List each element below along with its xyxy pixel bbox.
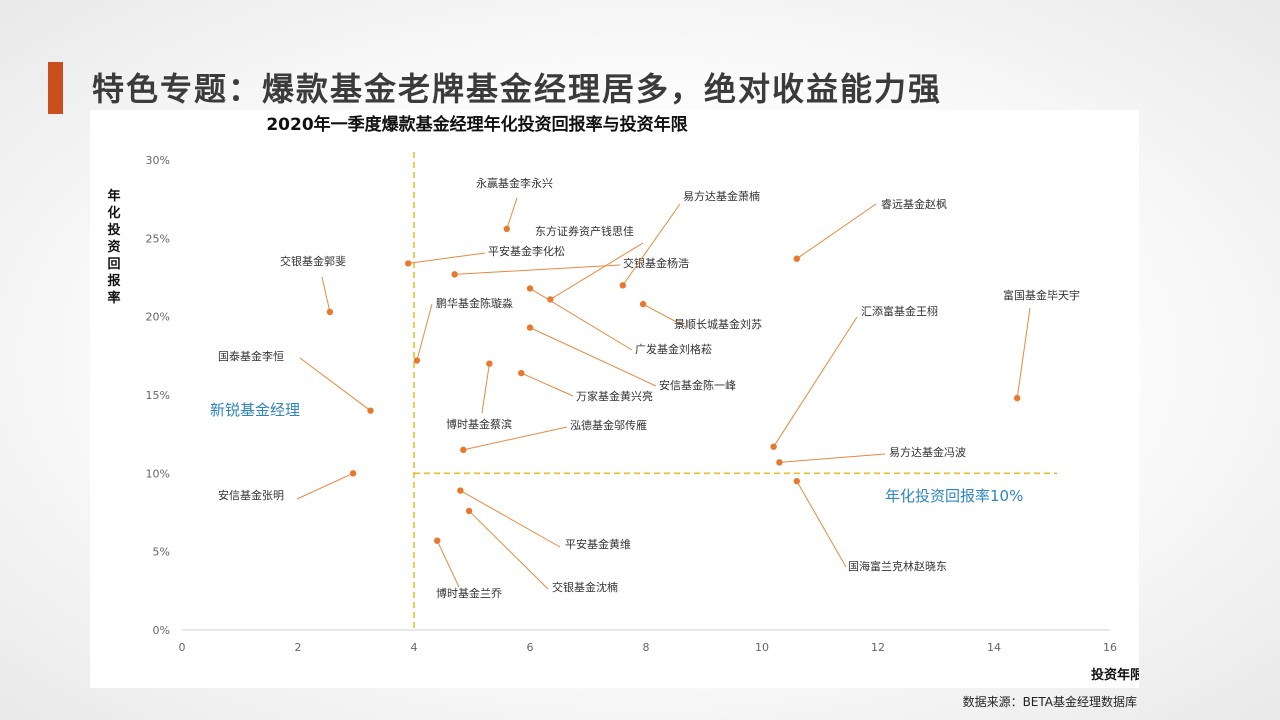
point-leader-line [463,426,568,451]
title-accent-bar [48,62,63,114]
x-tick-label: 14 [987,641,1001,654]
source-note: 数据来源：BETA基金经理数据库 [962,695,1137,709]
chart-title: 2020年一季度爆款基金经理年化投资回报率与投资年限 [266,114,687,135]
x-axis-title: 投资年限 [1091,667,1139,683]
data-point [405,260,412,267]
x-tick-label: 8 [643,641,650,654]
y-axis-title: 年化投资回报率 [107,188,121,306]
point-label: 国海富兰克林赵晓东 [848,559,947,573]
point-leader-line [296,472,354,500]
point-leader-line [779,453,886,463]
point-leader-line [796,480,847,568]
point-label: 广发基金刘格菘 [635,342,712,356]
y-tick-label: 30% [146,154,170,167]
y-tick-label: 25% [146,232,170,245]
point-leader-line [796,203,877,260]
x-tick-label: 6 [527,641,534,654]
point-label: 易方达基金冯波 [889,445,966,459]
data-point [457,487,464,494]
point-leader-line [454,264,621,275]
x-tick-label: 2 [295,641,302,654]
point-label: 汇添富基金王栩 [861,304,938,318]
point-leader-line [299,357,371,412]
point-label: 睿远基金赵枫 [881,197,947,211]
data-point [776,459,783,466]
point-leader-line [436,540,460,588]
data-point [349,470,357,477]
data-point [1014,394,1021,402]
data-point [460,446,467,454]
slide-title: 特色专题：爆款基金老牌基金经理居多，绝对收益能力强 [92,70,943,108]
point-label: 易方达基金萧楠 [683,189,760,203]
data-point [326,308,334,316]
point-leader-line [416,303,433,361]
data-point [793,477,800,485]
scatter-chart: 2020年一季度爆款基金经理年化投资回报率与投资年限 0 2 4 6 8 10 12 14 16 0… [107,114,1139,683]
data-point [547,296,554,303]
data-point [465,507,473,515]
data-point [451,271,458,278]
data-point [526,324,534,331]
y-tick-label: 20% [146,311,170,324]
point-leader-line [460,490,561,548]
data-point [434,537,441,544]
point-leader-line [408,252,486,264]
point-label: 东方证券资产钱思佳 [535,224,634,238]
point-label: 平安基金李化松 [488,244,565,258]
x-tick-label: 0 [179,641,186,654]
point-leader-line [1016,307,1031,399]
y-tick-label: 10% [146,467,170,480]
y-tick-label: 5% [153,546,170,559]
point-label: 景顺长城基金刘苏 [674,317,762,331]
point-leader-line [468,510,549,590]
x-tick-label: 4 [411,641,418,654]
data-point [526,285,534,292]
y-tick-label: 15% [146,389,170,402]
point-label: 平安基金黄维 [565,537,631,551]
point-leader-line [321,276,331,313]
x-tick-label: 12 [871,641,885,654]
point-leader-line [481,363,490,414]
region-label-new-managers: 新锐基金经理 [210,401,300,419]
point-label: 交银基金杨浩 [623,256,689,270]
point-label: 博时基金兰乔 [436,586,502,600]
y-tick-label: 0% [153,624,170,637]
point-leader-line [506,197,518,230]
point-leader-line [550,242,644,300]
point-label: 泓德基金邬传雁 [570,418,647,432]
data-point [413,357,421,364]
data-point [639,300,647,308]
point-label: 万家基金黄兴亮 [576,389,653,403]
point-label: 交银基金郭斐 [280,254,346,268]
data-point [367,407,374,414]
point-label: 富国基金毕天宇 [1003,288,1080,302]
data-point [503,225,510,233]
point-leader-line [529,288,633,351]
point-leader-line [529,327,657,387]
chart-panel: 2020年一季度爆款基金经理年化投资回报率与投资年限 0 2 4 6 8 10 12 14 16 0… [90,110,1139,688]
point-label: 永赢基金李永兴 [476,176,553,190]
data-point [518,369,525,377]
point-leader-line [642,303,687,328]
point-leader-line [521,372,574,397]
region-label-return-threshold: 年化投资回报率10% [885,487,1023,505]
point-label: 国泰基金李恒 [218,349,284,363]
point-label: 安信基金张明 [218,488,284,502]
data-point [793,255,800,262]
data-point [619,282,626,289]
point-leader-line [622,203,681,286]
data-point [770,443,777,450]
point-label: 交银基金沈楠 [552,580,618,594]
data-point [486,360,493,367]
point-label: 博时基金蔡滨 [446,417,512,431]
point-leader-line [773,316,858,447]
point-label: 安信基金陈一峰 [659,378,736,392]
point-label: 鹏华基金陈璇淼 [436,296,513,310]
x-tick-label: 10 [755,641,769,654]
x-tick-label: 16 [1103,641,1117,654]
